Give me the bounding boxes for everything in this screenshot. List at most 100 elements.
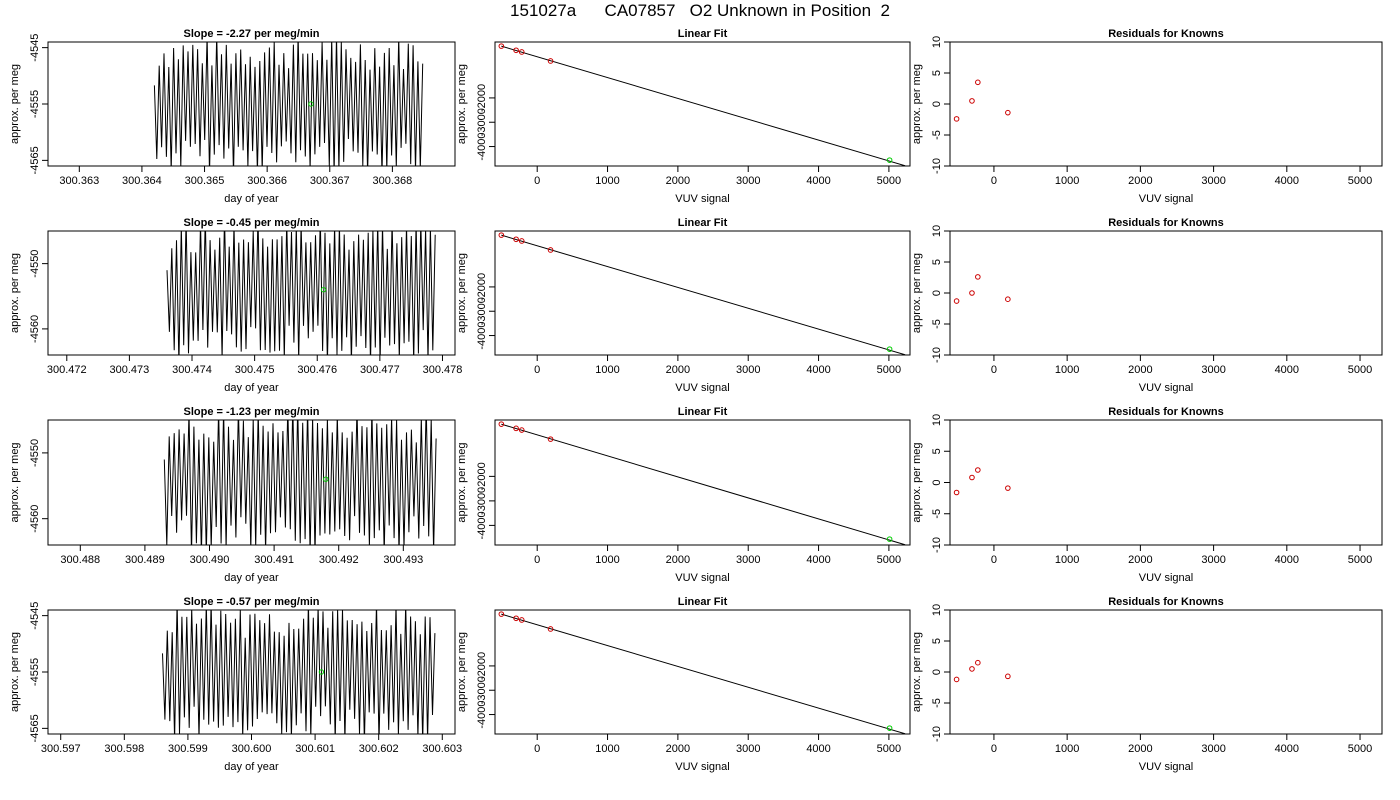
panel-1-2: Residuals for Knowns 0 1000 2000 3000 4000 500… (911, 217, 1383, 394)
x-tick-label: 5000 (877, 175, 901, 187)
plot-frame (494, 419, 911, 546)
known-point (547, 436, 554, 442)
x-tick-label: 300.366 (247, 175, 287, 187)
known-point (969, 290, 975, 296)
x-tick-label: 300.602 (359, 743, 399, 755)
y-axis-label: approx. per meg (456, 253, 468, 333)
plot-frame (949, 41, 1383, 167)
y-tick-label: -5 (931, 319, 943, 329)
y-tick-label: 10 (931, 414, 943, 426)
y-tick-label: -4555 (29, 90, 41, 118)
known-point (513, 425, 519, 432)
x-tick-label: 5000 (1348, 554, 1372, 566)
x-tick-label: 5000 (1348, 175, 1372, 187)
y-tick-label: -4565 (29, 714, 41, 742)
y-tick-label: -4550 (29, 439, 41, 467)
known-point (513, 615, 519, 622)
unknown-marker (320, 287, 327, 293)
x-tick-label: 300.488 (60, 554, 100, 566)
panel-title: Linear Fit (678, 596, 728, 608)
y-axis-label: approx. per meg (456, 64, 468, 144)
y-tick-label: -4560 (29, 315, 41, 343)
panel-3-2: Residuals for Knowns 0 1000 2000 3000 4000 500… (911, 596, 1383, 773)
y-tick-label: -3000 (476, 487, 488, 515)
plot-data (498, 232, 906, 355)
signal-trace (153, 42, 424, 166)
y-tick-label: 0 (931, 479, 943, 485)
plot-frame (47, 419, 456, 546)
x-tick-label: 0 (534, 743, 540, 755)
known-point (518, 49, 525, 55)
panel-1-0: Slope = -0.45 per meg/min 300.472 300.473 3… (9, 217, 463, 394)
x-tick-label: 300.478 (423, 364, 463, 376)
x-tick-label: 1000 (595, 743, 619, 755)
y-tick-label: -3000 (476, 108, 488, 136)
x-axis-label: VUV signal (675, 193, 729, 205)
plot-data (162, 610, 436, 734)
x-tick-label: 4000 (1275, 175, 1299, 187)
y-tick-label: -2000 (476, 462, 488, 490)
x-tick-label: 300.493 (383, 554, 423, 566)
x-tick-label: 4000 (806, 743, 830, 755)
y-axis-label: approx. per meg (456, 442, 468, 522)
y-axis-label: approx. per meg (9, 442, 21, 522)
y-tick-label: 0 (931, 290, 943, 296)
known-point (975, 467, 981, 473)
known-point (953, 489, 960, 496)
panel-title: Linear Fit (678, 406, 728, 418)
y-tick-label: -3000 (476, 676, 488, 704)
x-axis-label: VUV signal (1139, 761, 1193, 773)
x-axis-label: VUV signal (675, 382, 729, 394)
panel-title: Slope = -2.27 per meg/min (183, 28, 319, 40)
x-tick-label: 3000 (736, 554, 760, 566)
x-tick-label: 3000 (736, 743, 760, 755)
panel-0-1: Linear Fit 0 1000 2000 3000 4000 5000 -2000-300… (456, 28, 911, 205)
known-point (1005, 485, 1011, 491)
x-tick-label: 0 (534, 554, 540, 566)
x-tick-label: 3000 (736, 175, 760, 187)
x-tick-label: 4000 (1275, 743, 1299, 755)
unknown-point (886, 157, 893, 163)
x-axis-label: day of year (224, 382, 279, 394)
y-axis-label: approx. per meg (911, 64, 923, 144)
y-tick-label: -10 (931, 537, 943, 553)
known-point (975, 659, 981, 666)
x-tick-label: 4000 (806, 364, 830, 376)
x-tick-label: 300.601 (295, 743, 335, 755)
unknown-point (886, 536, 893, 542)
x-tick-label: 2000 (1128, 175, 1152, 187)
y-tick-label: -4000 (476, 700, 488, 728)
y-tick-label: -2000 (476, 84, 488, 112)
y-axis-label: approx. per meg (911, 442, 923, 522)
unknown-marker (318, 669, 325, 675)
y-axis-label: approx. per meg (9, 64, 21, 144)
panel-title: Linear Fit (678, 28, 728, 40)
plot-data (163, 420, 437, 545)
x-tick-label: 1000 (1055, 554, 1079, 566)
signal-trace (162, 610, 436, 734)
y-tick-label: -4545 (29, 34, 41, 62)
x-tick-label: 0 (534, 364, 540, 376)
x-tick-label: 5000 (877, 364, 901, 376)
y-tick-label: -5 (931, 130, 943, 140)
y-axis-label: approx. per meg (911, 253, 923, 333)
y-axis-label: approx. per meg (911, 632, 923, 712)
y-axis-label: approx. per meg (9, 632, 21, 712)
y-tick-label: -4550 (29, 250, 41, 278)
known-point (518, 238, 525, 244)
x-tick-label: 300.489 (125, 554, 165, 566)
plot-frame (949, 419, 1383, 546)
y-tick-label: 10 (931, 604, 943, 616)
signal-trace (163, 420, 437, 545)
x-tick-label: 300.603 (422, 743, 462, 755)
known-point (547, 626, 554, 632)
unknown-marker (308, 101, 314, 107)
x-tick-label: 300.599 (168, 743, 208, 755)
x-tick-label: 300.474 (172, 364, 212, 376)
y-tick-label: -3000 (476, 297, 488, 325)
known-point (969, 474, 975, 481)
plot-frame (949, 609, 1383, 735)
panel-3-1: Linear Fit 0 1000 2000 3000 4000 5000 -2000-300… (456, 596, 911, 773)
panel-title: Residuals for Knowns (1108, 217, 1224, 229)
x-tick-label: 2000 (1128, 554, 1152, 566)
